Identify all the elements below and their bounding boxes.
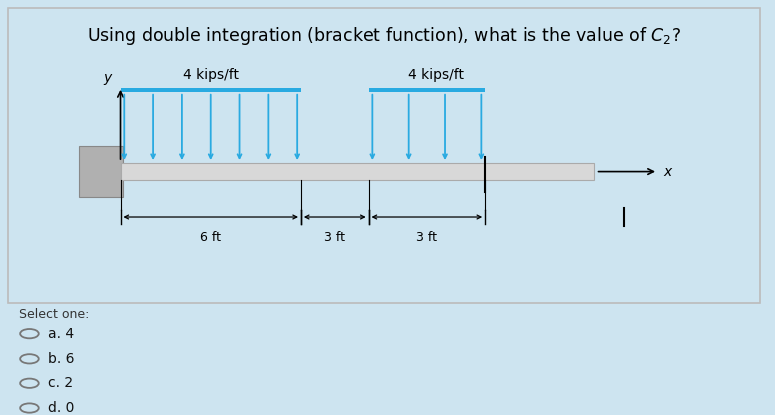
Bar (120, 88, 301, 92)
Bar (120, 163, 594, 180)
Text: $x$: $x$ (663, 165, 674, 178)
Text: c. 2: c. 2 (48, 376, 73, 390)
Text: 6 ft: 6 ft (200, 231, 221, 244)
Bar (79, 146, 122, 198)
Text: Using double integration (bracket function), what is the value of $C_2$?: Using double integration (bracket functi… (87, 25, 680, 47)
Bar (369, 88, 485, 92)
Text: y: y (103, 71, 112, 85)
Text: b. 6: b. 6 (48, 352, 74, 366)
Text: 4 kips/ft: 4 kips/ft (183, 68, 239, 82)
Text: d. 0: d. 0 (48, 401, 74, 415)
Text: 3 ft: 3 ft (324, 231, 345, 244)
Text: Select one:: Select one: (19, 308, 90, 322)
Text: 4 kips/ft: 4 kips/ft (408, 68, 464, 82)
Text: a. 4: a. 4 (48, 327, 74, 341)
Text: 3 ft: 3 ft (416, 231, 437, 244)
